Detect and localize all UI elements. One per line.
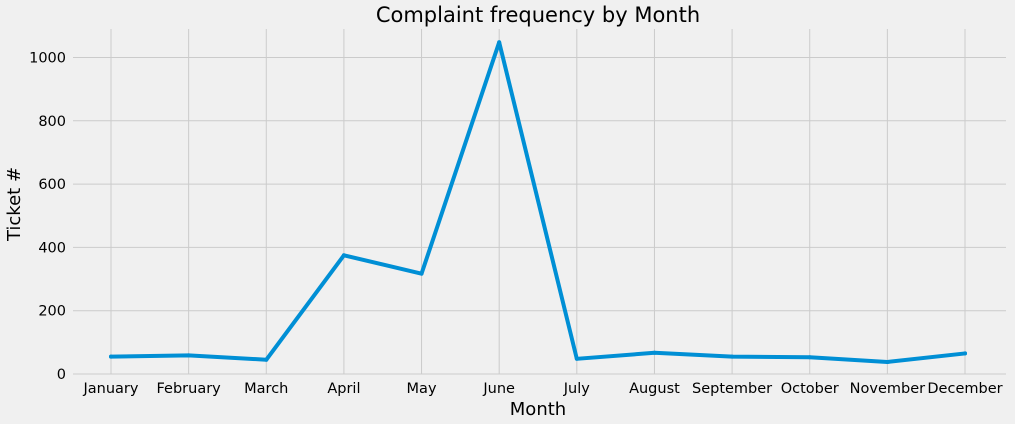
x-tick-label: December xyxy=(927,381,1002,397)
series-line xyxy=(109,40,967,364)
y-tick-label: 800 xyxy=(38,114,66,130)
x-tick-label: March xyxy=(244,381,288,397)
y-axis-label: Ticket # xyxy=(4,167,25,242)
x-tick-label: July xyxy=(563,381,590,397)
x-axis-label: Month xyxy=(510,399,566,420)
x-tick-label: September xyxy=(692,381,772,397)
data-point xyxy=(341,253,346,258)
data-point xyxy=(419,271,424,276)
x-tick-label: May xyxy=(407,381,437,397)
data-point xyxy=(963,351,967,356)
grid xyxy=(73,29,1006,375)
x-tick-label: January xyxy=(83,381,139,397)
y-tick-label: 600 xyxy=(38,177,66,193)
data-point xyxy=(497,40,502,45)
y-tick-label: 0 xyxy=(57,367,66,383)
data-point xyxy=(186,353,191,358)
x-tick-label: February xyxy=(157,381,222,397)
x-tick-label: August xyxy=(629,381,680,397)
y-tick-label: 200 xyxy=(38,304,66,320)
chart-title: Complaint frequency by Month xyxy=(376,3,700,27)
x-tick-label: April xyxy=(327,381,360,397)
x-tick-label: October xyxy=(781,381,839,397)
data-point xyxy=(652,350,657,355)
series-layer xyxy=(109,40,967,364)
y-tick-label: 400 xyxy=(38,240,66,256)
data-point xyxy=(807,355,812,360)
x-tick-label: November xyxy=(850,381,925,397)
x-tick-labels: January February March April May June July Augu… xyxy=(83,381,1003,397)
data-point xyxy=(264,357,269,362)
data-point xyxy=(109,354,113,359)
y-tick-labels: 0 200 400 600 800 1000 xyxy=(29,50,66,383)
data-point xyxy=(885,359,890,364)
data-point xyxy=(574,356,579,361)
data-point xyxy=(730,354,735,359)
y-tick-label: 1000 xyxy=(29,50,66,66)
x-tick-label: June xyxy=(482,381,515,397)
